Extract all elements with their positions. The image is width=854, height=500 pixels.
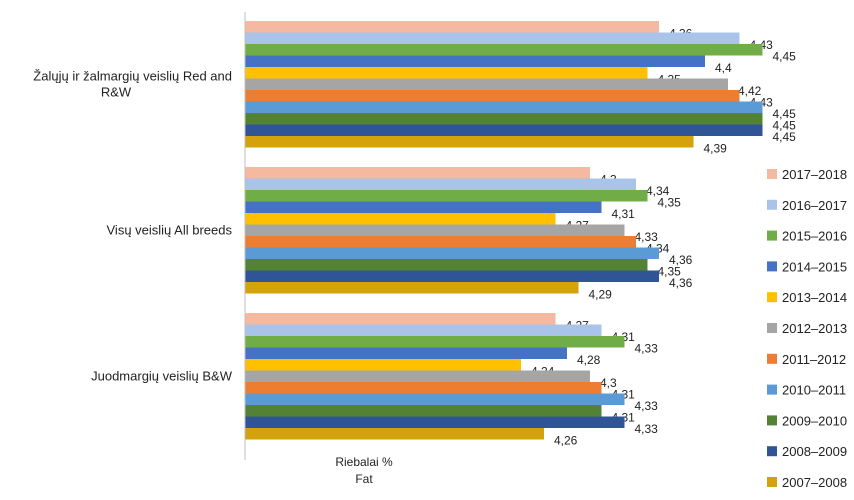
bar <box>245 370 590 382</box>
data-label: 4,35 <box>658 196 682 210</box>
legend-entry: 2011–2012 <box>782 352 846 367</box>
data-label: 4,31 <box>612 207 636 221</box>
legend-entry: 2012–2013 <box>782 321 847 336</box>
data-label: 4,4 <box>715 61 732 75</box>
bar <box>245 247 659 259</box>
legend-entry: 2010–2011 <box>782 383 846 398</box>
bar <box>245 313 556 325</box>
legend-swatch <box>767 261 777 272</box>
x-axis-title: Fat <box>355 472 373 486</box>
bar <box>245 113 763 125</box>
legend-entry: 2016–2017 <box>782 198 847 213</box>
data-label: 4,45 <box>773 119 797 133</box>
x-axis-title: Riebalai % <box>335 455 393 469</box>
bar <box>245 393 625 405</box>
data-label: 4,33 <box>635 399 659 413</box>
legend: 2017–2018 2016–2017 2015–2016 2014–2015 2013… <box>767 167 847 490</box>
legend-swatch <box>767 384 777 395</box>
axis-title: Riebalai % Fat <box>335 455 393 486</box>
data-label: 4,36 <box>669 276 693 290</box>
data-label: 4,36 <box>669 253 693 267</box>
data-label: 4,35 <box>658 265 682 279</box>
bar <box>245 213 556 225</box>
bar <box>245 382 602 394</box>
data-label: 4,45 <box>773 130 797 144</box>
category-label: Juodmargių veislių B&W <box>91 368 233 383</box>
bar <box>245 55 705 67</box>
bar <box>245 124 763 136</box>
legend-entry: 2009–2010 <box>782 413 847 428</box>
data-label: 4,33 <box>635 422 659 436</box>
data-label: 4,3 <box>600 376 617 390</box>
bar <box>245 347 567 359</box>
bar <box>245 416 625 428</box>
legend-swatch <box>767 292 777 303</box>
bar <box>245 44 763 56</box>
bars-layer: 4,364,434,454,44,354,424,434,454,454,454… <box>245 21 796 448</box>
bar <box>245 405 602 417</box>
legend-swatch <box>767 199 777 210</box>
data-label: 4,42 <box>738 84 762 98</box>
data-label: 4,34 <box>646 184 670 198</box>
legend-swatch <box>767 415 777 426</box>
data-label: 4,33 <box>635 342 659 356</box>
bar <box>245 67 648 79</box>
bar <box>245 32 740 44</box>
bar <box>245 178 636 190</box>
data-label: 4,33 <box>635 230 659 244</box>
bar <box>245 190 648 202</box>
bar <box>245 78 728 90</box>
data-label: 4,28 <box>577 353 601 367</box>
legend-entry: 2008–2009 <box>782 444 847 459</box>
data-label: 4,45 <box>773 50 797 64</box>
bar <box>245 324 602 336</box>
legend-swatch <box>767 169 777 179</box>
bar <box>245 201 602 213</box>
bar <box>245 236 636 248</box>
bar <box>245 259 648 271</box>
legend-swatch <box>767 477 777 487</box>
bar <box>245 167 590 179</box>
bar <box>245 90 740 102</box>
legend-swatch <box>767 230 777 241</box>
legend-swatch <box>767 446 777 457</box>
data-label: 4,26 <box>554 434 578 448</box>
bar <box>245 428 544 440</box>
legend-swatch <box>767 353 777 364</box>
bar <box>245 101 763 113</box>
bar <box>245 270 659 282</box>
category-label: R&W <box>101 84 132 99</box>
bar <box>245 336 625 348</box>
category-label: Visų veislių All breeds <box>107 222 233 237</box>
bar <box>245 224 625 236</box>
data-label: 4,39 <box>704 142 728 156</box>
legend-entry: 2013–2014 <box>782 290 847 305</box>
data-label: 4,45 <box>773 107 797 121</box>
legend-entry: 2014–2015 <box>782 259 847 274</box>
legend-entry: 2017–2018 <box>782 167 847 182</box>
bar <box>245 359 521 371</box>
bar <box>245 21 659 33</box>
bar <box>245 282 579 294</box>
legend-entry: 2007–2008 <box>782 475 847 490</box>
legend-swatch <box>767 323 777 333</box>
data-label: 4,29 <box>589 288 613 302</box>
legend-entry: 2015–2016 <box>782 229 847 244</box>
category-label: Žalųjų ir žalmargių veislių Red and <box>33 68 232 83</box>
bar <box>245 136 694 148</box>
